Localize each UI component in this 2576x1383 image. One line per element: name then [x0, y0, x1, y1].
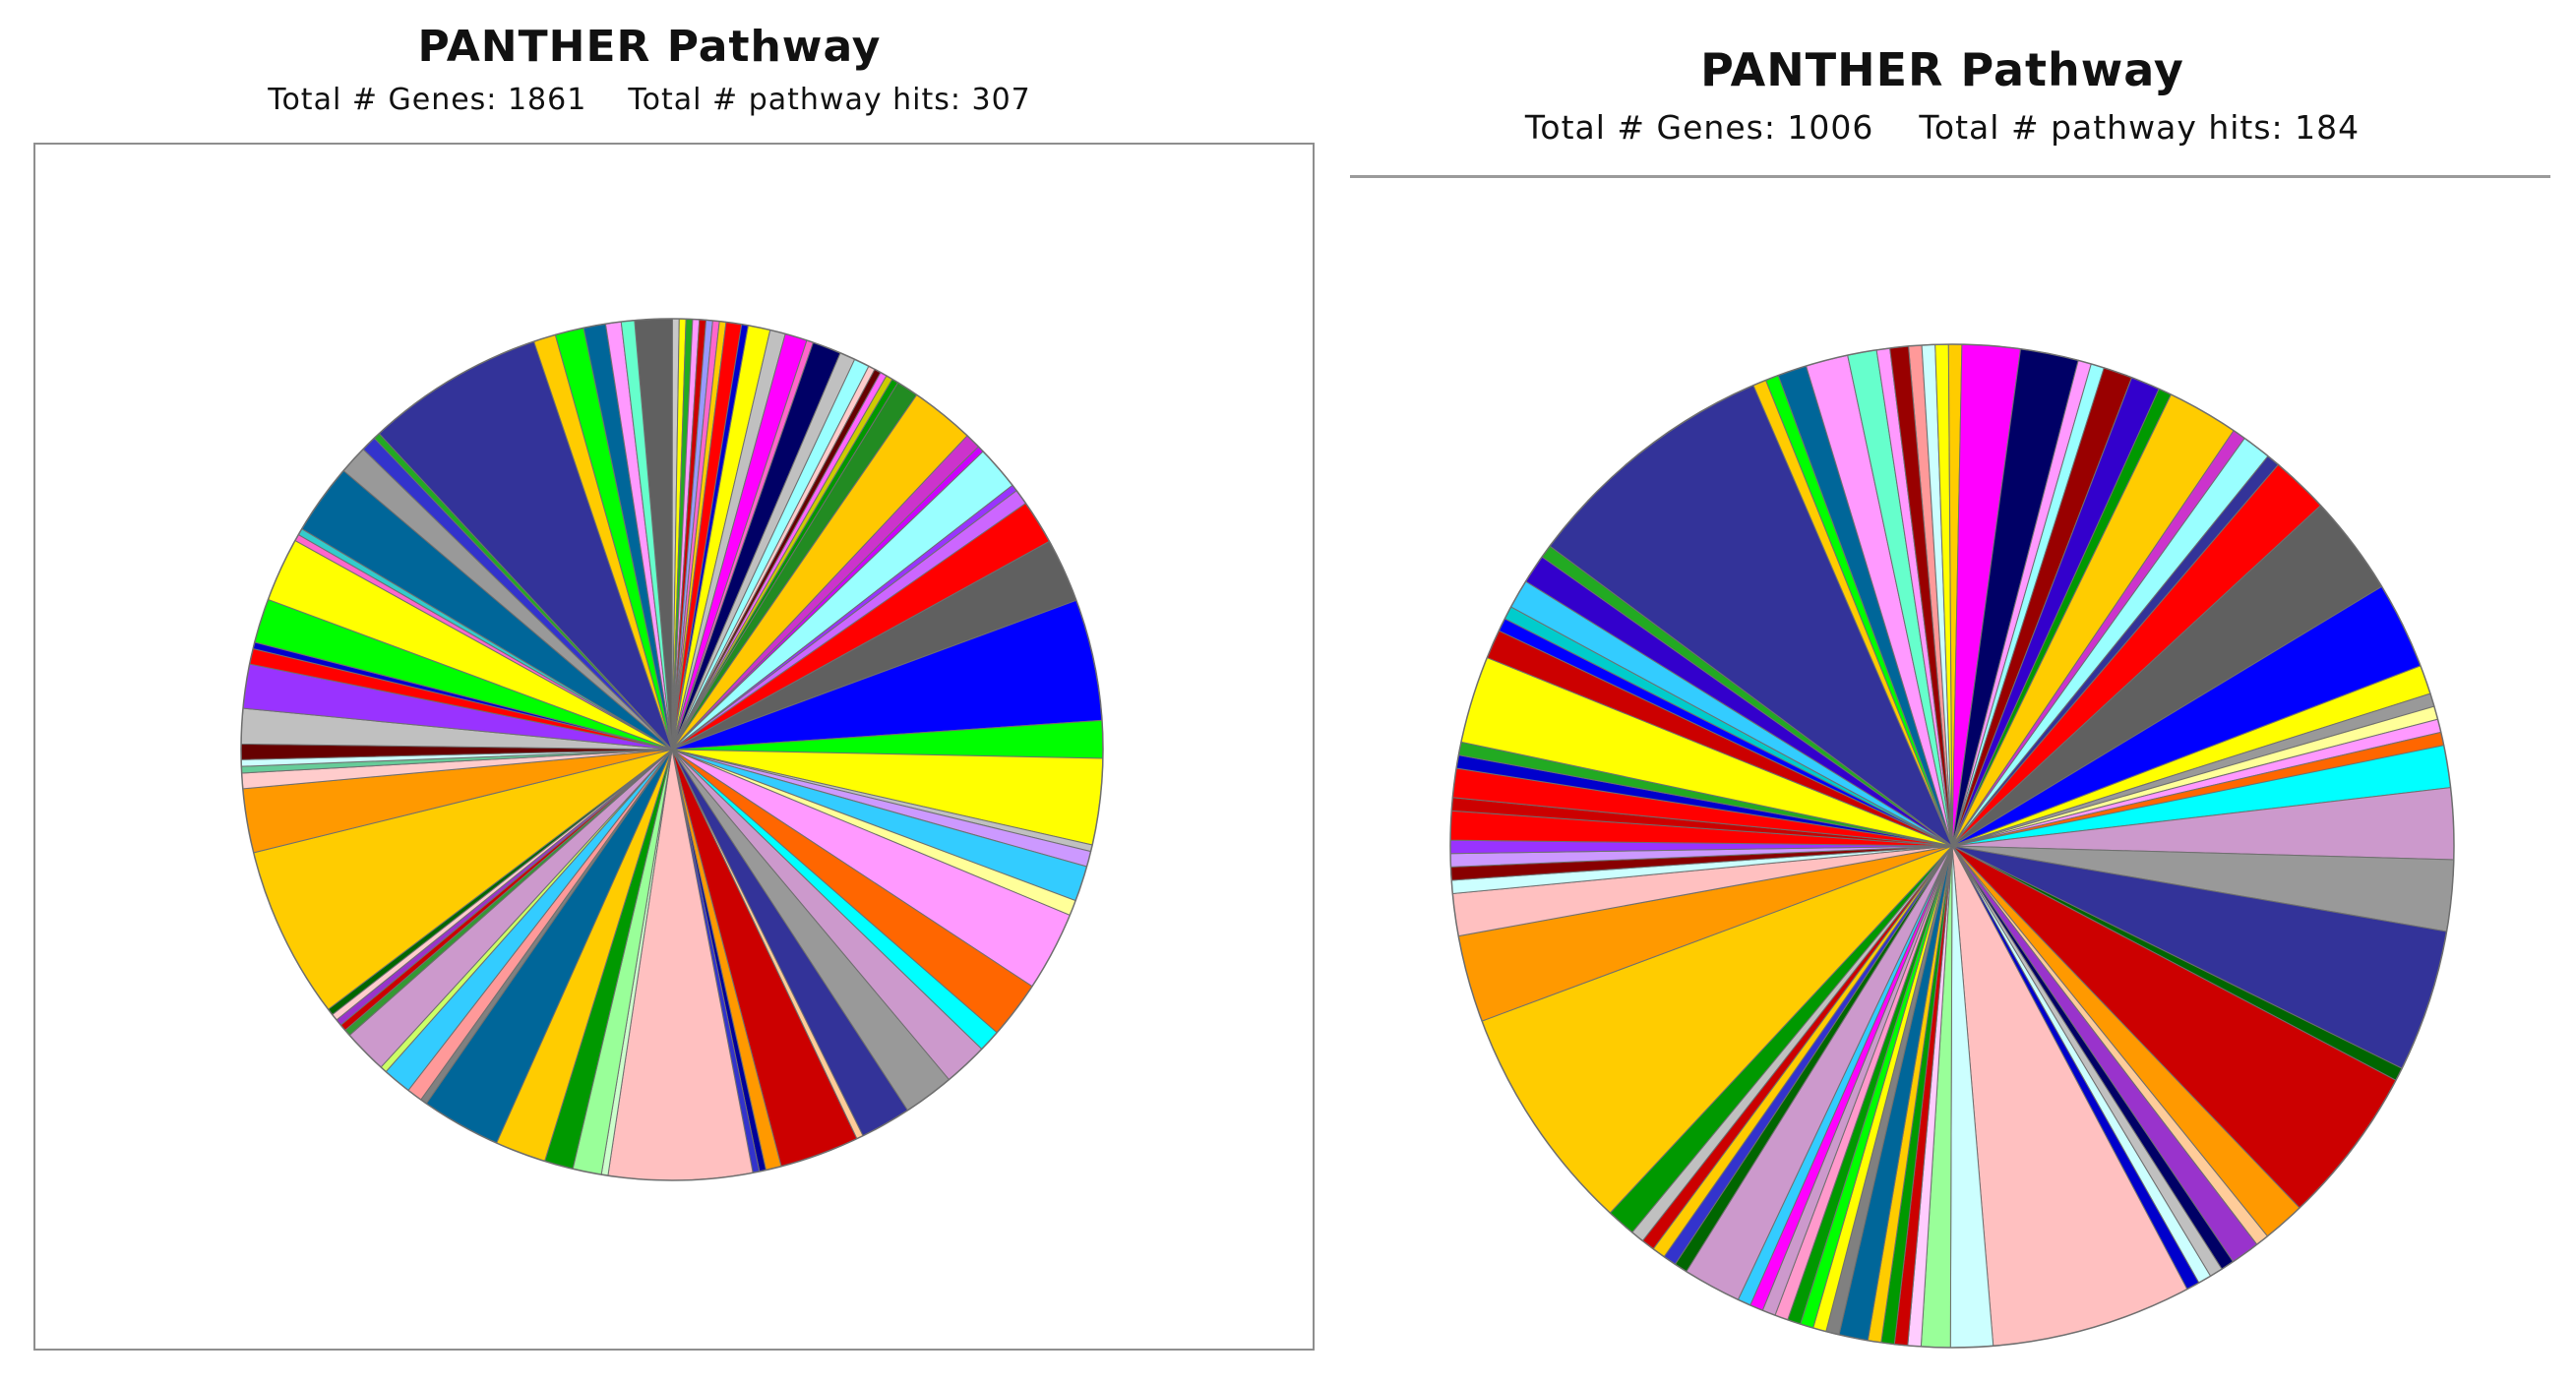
pie-chart-left [240, 318, 1104, 1181]
pie-outline [240, 318, 1104, 1181]
plot-frame-left [33, 143, 1315, 1351]
chart-panel-left: PANTHER Pathway Total # Genes: 1861 Tota… [33, 22, 1315, 1351]
chart-title-right: PANTHER Pathway [1700, 43, 2184, 96]
chart-panel-right: PANTHER Pathway Total # Genes: 1006 Tota… [1348, 0, 2576, 1383]
title-divider-right [1350, 175, 2550, 178]
chart-subtitle-right: Total # Genes: 1006 Total # pathway hits… [1524, 108, 2361, 147]
chart-subtitle-left: Total # Genes: 1861 Total # pathway hits… [268, 83, 1031, 117]
chart-title-left: PANTHER Pathway [417, 22, 882, 72]
pie-chart-right [1449, 343, 2455, 1349]
pie-outline [1449, 343, 2455, 1349]
